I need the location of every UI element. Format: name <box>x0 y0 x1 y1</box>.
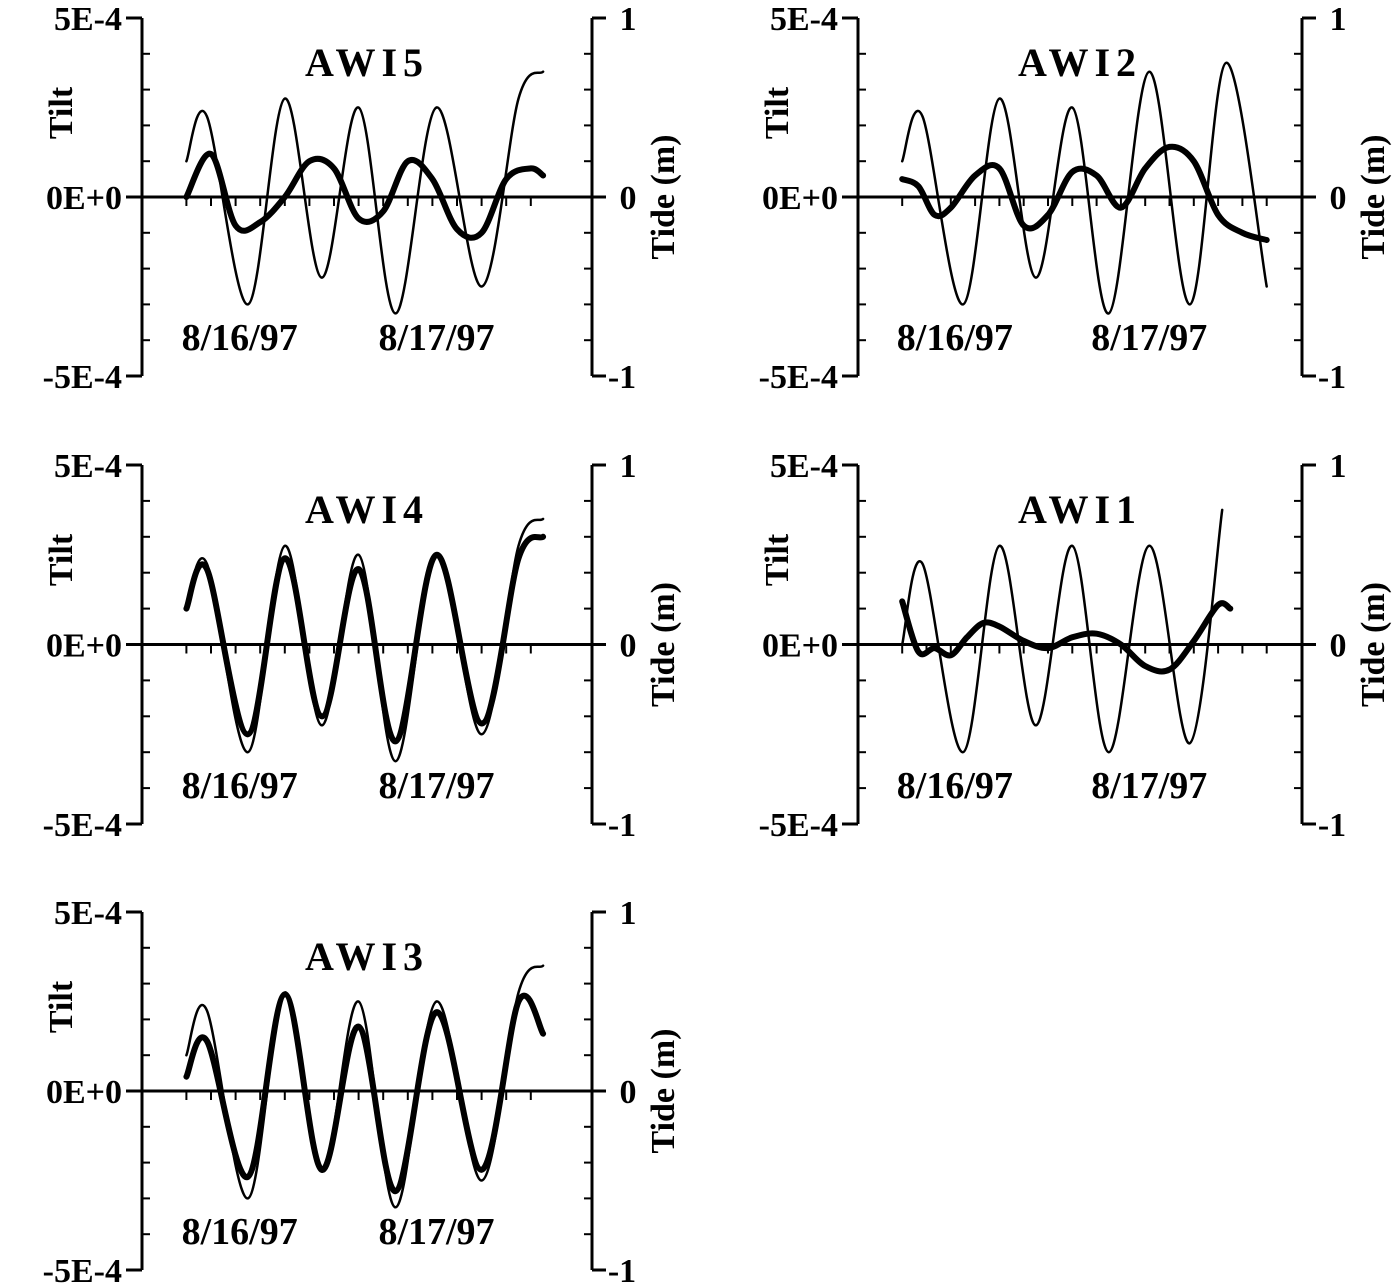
tide-tick-label: 1 <box>1330 448 1347 485</box>
tide-tick-label: 1 <box>1330 1 1347 38</box>
tilt-line <box>183 991 547 1195</box>
tide-line <box>185 964 545 1209</box>
tide-line <box>900 61 1268 315</box>
tide-tick-label: 1 <box>620 895 637 932</box>
panel-title: AWI2 <box>1018 40 1142 85</box>
date-label: 8/16/97 <box>897 765 1013 807</box>
panel-title: AWI1 <box>1018 487 1142 532</box>
tide-line <box>185 70 545 315</box>
tilt-axis-title: Tilt <box>43 86 80 139</box>
tilt-tick-label: 5E-4 <box>770 1 838 38</box>
tide-tick-label: -1 <box>608 807 636 844</box>
date-label: 8/17/97 <box>378 1211 494 1253</box>
tilt-line <box>899 143 1270 243</box>
tide-tick-label: 1 <box>620 448 637 485</box>
panel-awi3: 5E-4 0E+0 -5E-4 1 0 -1 Tilt Tide (m) AWI3 8/16/97… <box>43 895 682 1287</box>
date-label: 8/16/97 <box>182 1211 298 1253</box>
tilt-tick-label: 5E-4 <box>770 448 838 485</box>
tilt-tick-label: -5E-4 <box>759 359 838 396</box>
tilt-axis-title: Tilt <box>43 980 80 1033</box>
panel-title: AWI3 <box>305 934 429 979</box>
tilt-axis-title: Tilt <box>759 86 796 139</box>
tilt-tick-label: 0E+0 <box>46 628 122 665</box>
tide-tick-label: 1 <box>620 1 637 38</box>
tilt-axis-title: Tilt <box>43 533 80 586</box>
tilt-tick-label: -5E-4 <box>43 1253 122 1287</box>
tide-axis-title: Tide (m) <box>645 582 682 707</box>
tide-tick-label: 0 <box>620 628 637 665</box>
tilt-tick-label: 0E+0 <box>46 1074 122 1111</box>
tilt-tick-label: 0E+0 <box>762 628 838 665</box>
panel-awi2: 5E-4 0E+0 -5E-4 1 0 -1 Tilt Tide (m) AWI2 8/16/97… <box>759 1 1392 396</box>
panel-awi4: 5E-4 0E+0 -5E-4 1 0 -1 Tilt Tide (m) AWI4 8/16/97… <box>43 448 682 844</box>
date-label: 8/17/97 <box>378 765 494 807</box>
date-label: 8/16/97 <box>182 765 298 807</box>
tide-tick-label: -1 <box>1318 807 1346 844</box>
tilt-tick-label: 5E-4 <box>54 1 122 38</box>
tilt-tick-label: -5E-4 <box>43 807 122 844</box>
date-label: 8/17/97 <box>1091 765 1207 807</box>
date-label: 8/16/97 <box>182 317 298 359</box>
tide-tick-label: -1 <box>608 1253 636 1287</box>
tide-line <box>900 508 1224 754</box>
tilt-line <box>899 598 1234 675</box>
date-label: 8/17/97 <box>378 317 494 359</box>
tide-tick-label: 0 <box>620 180 637 217</box>
tilt-tick-label: -5E-4 <box>43 359 122 396</box>
tide-axis-title: Tide (m) <box>1355 582 1392 707</box>
tide-tick-label: 0 <box>1330 180 1347 217</box>
tide-axis-title: Tide (m) <box>645 135 682 260</box>
panel-title: AWI5 <box>305 40 429 85</box>
tilt-tick-label: 0E+0 <box>762 180 838 217</box>
tilt-tick-label: -5E-4 <box>759 807 838 844</box>
tide-line <box>185 517 545 763</box>
panel-title: AWI4 <box>305 487 429 532</box>
tide-axis-title: Tide (m) <box>645 1029 682 1154</box>
tilt-tick-label: 0E+0 <box>46 180 122 217</box>
tilt-tick-label: 5E-4 <box>54 895 122 932</box>
tide-tick-label: 0 <box>1330 628 1347 665</box>
tilt-axis-title: Tilt <box>759 533 796 586</box>
tilt-line <box>183 533 547 745</box>
panel-awi5: 5E-4 0E+0 -5E-4 1 0 -1 Tilt Tide (m) AWI5 8/16/97… <box>43 1 682 396</box>
panel-awi1: 5E-4 0E+0 -5E-4 1 0 -1 Tilt Tide (m) AWI1 8/16/97… <box>759 448 1392 844</box>
tide-tick-label: 0 <box>620 1074 637 1111</box>
tilt-line <box>183 150 547 241</box>
date-label: 8/17/97 <box>1091 317 1207 359</box>
tide-tick-label: -1 <box>1318 359 1346 396</box>
tide-axis-title: Tide (m) <box>1355 135 1392 260</box>
date-label: 8/16/97 <box>897 317 1013 359</box>
tide-tick-label: -1 <box>608 359 636 396</box>
tilt-tick-label: 5E-4 <box>54 448 122 485</box>
